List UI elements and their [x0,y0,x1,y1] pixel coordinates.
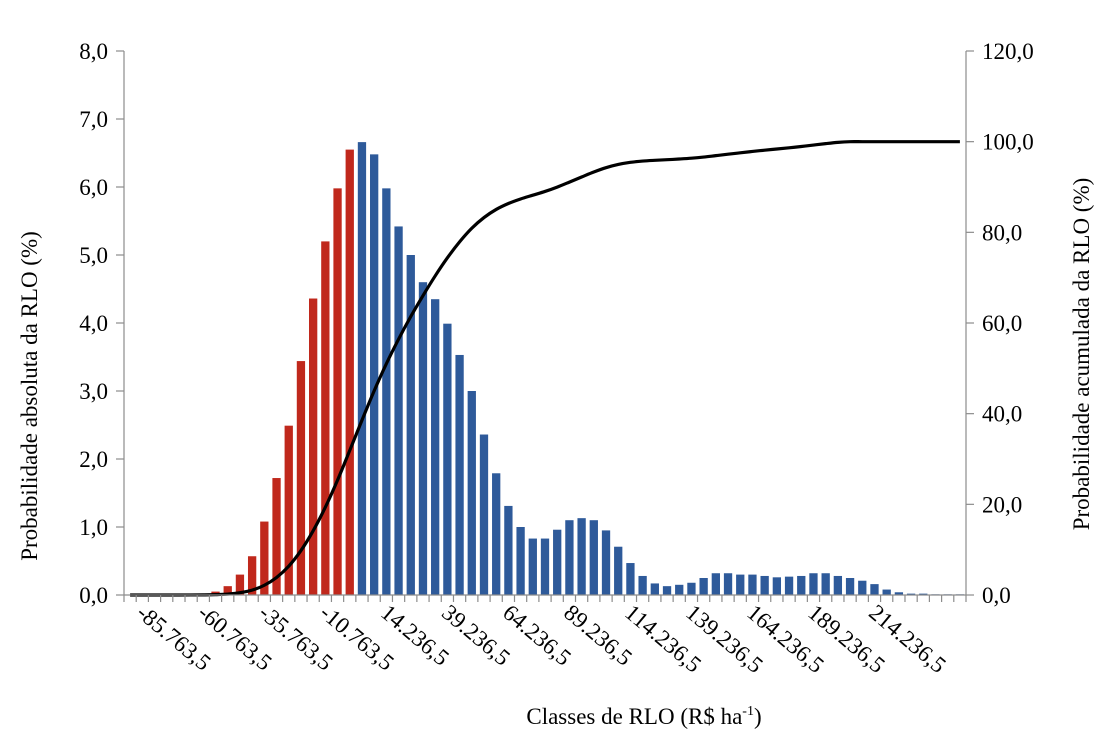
bar [821,573,830,595]
bar [467,391,476,595]
bar [406,255,415,595]
bar [345,149,354,595]
bar [601,530,611,595]
bar [882,589,891,595]
bar [760,575,769,595]
x-axis-title: Classes de RLO (R$ ha-1) [526,704,761,729]
bar [321,241,330,595]
bar [565,520,574,595]
bar [626,563,635,595]
bar [260,521,269,595]
bar [247,556,257,595]
right-y-ticks: 0,0 20,0 40,0 60,0 80,0 100,0 120,0 [966,39,1034,608]
bar [284,425,293,595]
bar [504,505,513,595]
bar [736,574,745,595]
y-axis-title: Probabilidade absoluta da RLO (%) [17,231,42,561]
bar [675,584,684,595]
bar [394,226,403,595]
x-axis-title-close: ) [754,704,762,729]
bar [309,298,318,595]
bar [479,434,489,595]
bar [577,518,586,595]
x-tick-label: 39.236,5 [437,600,515,671]
bar [589,520,598,595]
bar [357,142,367,595]
bar [772,577,782,595]
bar [443,323,452,595]
bar [833,575,843,595]
left-y-ticks: 0,0 1,0 2,0 3,0 4,0 5,0 6,0 7,0 8,0 [79,39,124,608]
y-tick-label: 1,0 [79,515,108,540]
bar [662,586,672,595]
bar [455,354,464,595]
y-tick-label: 0,0 [79,583,108,608]
bar [370,154,379,596]
bar [650,583,659,595]
bar [784,576,794,595]
bar [748,574,757,595]
bar [528,538,537,595]
y2-tick-label: 80,0 [982,220,1022,245]
x-axis-title-main: Classes de RLO (R$ ha [526,704,742,729]
bar [870,584,879,595]
y2-tick-label: 0,0 [982,583,1011,608]
bars-group [186,142,965,596]
y2-tick-label: 40,0 [982,402,1022,427]
bar [797,575,806,595]
bar [540,538,550,595]
bar [296,361,306,595]
x-ticks: -85.763,5-60.763,5-35.763,5-10.763,514.2… [123,595,967,678]
bar [431,299,440,595]
y2-tick-label: 20,0 [982,492,1022,517]
bar [614,546,623,595]
bar [919,593,928,595]
y-tick-label: 5,0 [79,243,108,268]
bar [418,282,428,595]
bar [492,473,501,595]
y-tick-label: 6,0 [79,175,108,200]
y2-tick-label: 100,0 [982,130,1034,155]
bar [809,573,818,595]
bar [894,592,904,595]
bar [906,593,916,595]
bar [516,527,525,595]
y2-axis-title: Probabilidade acumulada da RLO (%) [1069,178,1094,531]
y2-tick-label: 120,0 [982,39,1034,64]
bar [223,586,232,595]
y-tick-label: 4,0 [79,311,108,336]
bar [699,578,708,595]
y-tick-label: 3,0 [79,379,108,404]
bar [845,578,855,595]
bar [638,575,647,595]
x-axis-title-superscript: -1 [742,704,754,719]
bar [687,582,696,595]
x-tick-label: 89.236,5 [559,600,637,671]
bar [333,188,342,596]
y-tick-label: 7,0 [79,107,108,132]
bar [235,574,245,595]
bar [858,580,867,595]
bar [553,529,562,595]
bar [711,573,720,595]
y2-tick-label: 60,0 [982,311,1022,336]
y-tick-label: 2,0 [79,447,108,472]
bar [723,573,733,595]
x-tick-label: 64.236,5 [498,600,576,671]
bar [272,478,281,595]
y-tick-label: 8,0 [79,39,108,64]
cumulative-probability-line [130,140,960,597]
bar [382,188,391,596]
